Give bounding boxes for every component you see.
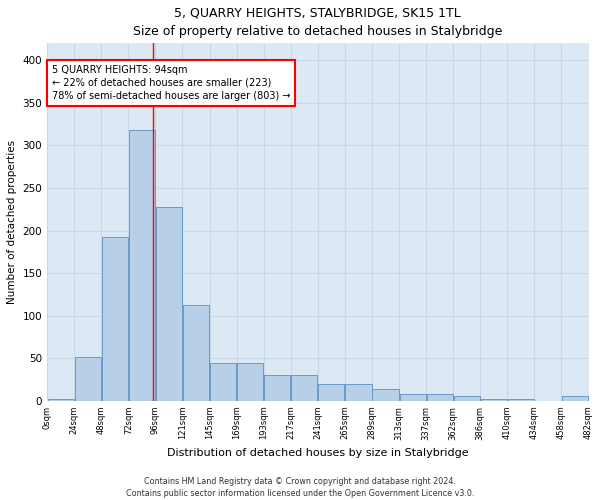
Bar bbox=[237, 364, 263, 401]
Y-axis label: Number of detached properties: Number of detached properties bbox=[7, 140, 17, 304]
Text: 5 QUARRY HEIGHTS: 94sqm
← 22% of detached houses are smaller (223)
78% of semi-d: 5 QUARRY HEIGHTS: 94sqm ← 22% of detache… bbox=[52, 64, 290, 101]
Text: Contains HM Land Registry data © Crown copyright and database right 2024.
Contai: Contains HM Land Registry data © Crown c… bbox=[126, 476, 474, 498]
Bar bbox=[400, 394, 425, 401]
Bar bbox=[481, 399, 507, 401]
Bar bbox=[129, 130, 155, 401]
Bar bbox=[47, 399, 74, 401]
Bar bbox=[291, 376, 317, 401]
Bar bbox=[427, 394, 453, 401]
Bar bbox=[373, 389, 398, 401]
Bar bbox=[74, 356, 101, 401]
Bar bbox=[210, 362, 236, 401]
Bar bbox=[346, 384, 371, 401]
Title: 5, QUARRY HEIGHTS, STALYBRIDGE, SK15 1TL
Size of property relative to detached h: 5, QUARRY HEIGHTS, STALYBRIDGE, SK15 1TL… bbox=[133, 7, 503, 38]
Bar bbox=[318, 384, 344, 401]
Bar bbox=[264, 376, 290, 401]
Bar bbox=[454, 396, 480, 401]
Bar bbox=[508, 399, 534, 401]
Bar bbox=[102, 236, 128, 401]
Bar bbox=[562, 396, 588, 401]
X-axis label: Distribution of detached houses by size in Stalybridge: Distribution of detached houses by size … bbox=[167, 448, 469, 458]
Bar bbox=[156, 206, 182, 401]
Bar bbox=[183, 304, 209, 401]
